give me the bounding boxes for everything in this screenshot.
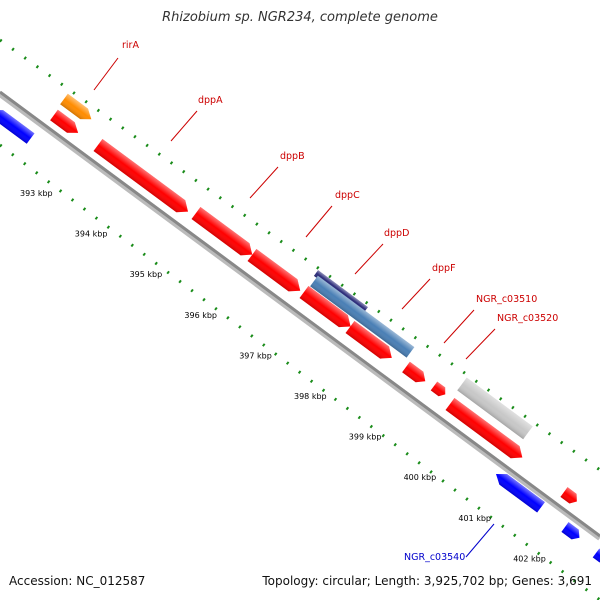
gene-arrow-dppD[interactable]	[299, 285, 356, 333]
gene-arrow-dppF[interactable]	[345, 320, 397, 364]
gene-arrow-edge-blue[interactable]	[592, 548, 600, 565]
gene-label-NGR_c03520[interactable]: NGR_c03520	[497, 313, 558, 324]
callout-line	[401, 278, 431, 310]
gene-label-dppA[interactable]: dppA	[198, 95, 223, 106]
gene-callouts: rirA dppA dppB dppC dppD dppF NGR_c03510 NGR_c0…	[93, 40, 558, 563]
tick-label: 402 kbp	[513, 554, 546, 563]
gene-arrow-highlight-light[interactable]	[310, 275, 415, 358]
gene-arrow-right-red[interactable]	[560, 487, 580, 506]
tick-label: 400 kbp	[404, 473, 437, 482]
tick-label: 396 kbp	[184, 311, 217, 320]
callout-line	[249, 166, 279, 199]
genome-backbone-shadow	[0, 91, 600, 541]
gene-label-dppF[interactable]: dppF	[432, 263, 456, 274]
gene-arrow-pseudo[interactable]	[457, 377, 533, 440]
map-title: Rhizobium sp. NGR234, complete genome	[162, 10, 438, 25]
tick-label: 394 kbp	[75, 230, 108, 239]
gene-arrow-highlight-dark[interactable]	[313, 270, 368, 313]
callout-line	[443, 309, 475, 344]
tick-label: 395 kbp	[130, 270, 163, 279]
gene-arrow-NGR_c03510[interactable]	[402, 361, 429, 387]
tick-label: 399 kbp	[349, 433, 382, 442]
outer-dotted-track	[0, 38, 600, 472]
gene-label-dppD[interactable]: dppD	[384, 228, 409, 239]
gene-arrow-small-2[interactable]	[430, 381, 449, 399]
gene-arrow-dppC[interactable]	[247, 248, 305, 297]
genome-backbone	[0, 90, 600, 538]
callout-line	[93, 57, 119, 91]
callout-line	[170, 110, 198, 142]
tick-label: 393 kbp	[20, 189, 53, 198]
gene-label-NGR_c03540[interactable]: NGR_c03540	[404, 552, 465, 563]
accession-label: Accession: NC_012587	[9, 574, 146, 588]
gene-label-rirA[interactable]: rirA	[122, 40, 139, 51]
gene-label-dppC[interactable]: dppC	[335, 190, 360, 201]
gene-arrow-reverse-left[interactable]	[0, 105, 35, 144]
gene-arrow-dppA[interactable]	[93, 138, 193, 218]
callout-line	[305, 205, 333, 238]
gene-arrow-NGR_c03540[interactable]	[492, 469, 545, 513]
gene-features	[0, 93, 600, 565]
callout-line	[354, 243, 384, 275]
gene-arrow-small-red[interactable]	[50, 109, 82, 138]
tick-label: 398 kbp	[294, 392, 327, 401]
gene-label-NGR_c03510[interactable]: NGR_c03510	[476, 294, 537, 305]
tick-label: 401 kbp	[458, 514, 491, 523]
tick-label: 397 kbp	[239, 351, 272, 360]
inner-dotted-track	[0, 143, 600, 600]
gene-label-dppB[interactable]: dppB	[280, 151, 305, 162]
position-ticks: 393 kbp 394 kbp 395 kbp 396 kbp 397 kbp 398 k…	[20, 189, 546, 563]
gene-arrow-right-blue[interactable]	[561, 522, 583, 542]
callout-line	[465, 523, 495, 558]
gene-arrow-rirA[interactable]	[60, 93, 95, 125]
genome-summary: Topology: circular; Length: 3,925,702 bp…	[262, 574, 592, 588]
gene-arrow-dppB[interactable]	[191, 206, 257, 261]
callout-line	[465, 328, 496, 360]
gene-arrow-NGR_c03520[interactable]	[445, 397, 527, 464]
